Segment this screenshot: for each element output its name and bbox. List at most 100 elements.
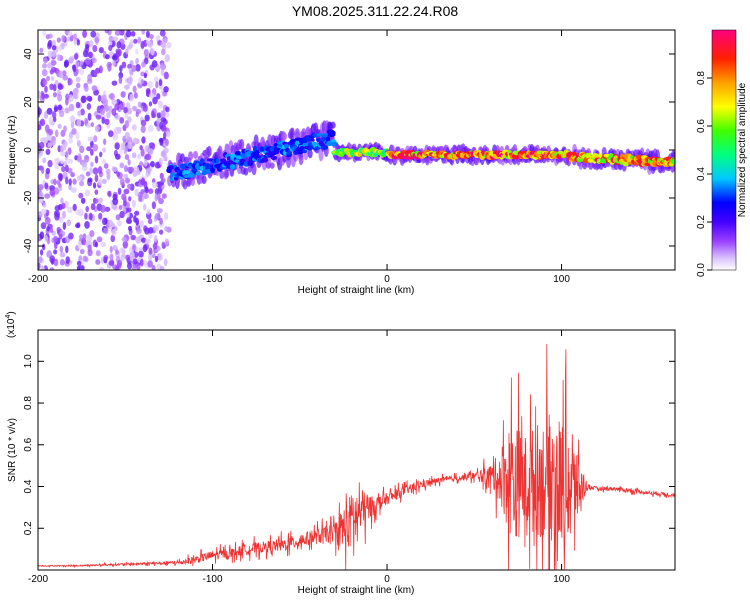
snr-y-multiplier-close: ) [6,311,17,314]
spectrogram-x-label: Height of straight line (km) [298,285,415,296]
spectrogram-signal-mark [294,140,300,146]
spectrogram-noise-mark [84,154,90,163]
spectrogram-halo-mark [243,167,249,176]
y-tick-label: 1.0 [23,354,34,368]
spectrogram-signal-mark [270,155,278,161]
spectrogram-noise-mark [131,265,137,270]
spectrogram-noise-mark [95,259,101,265]
spectrogram-noise-mark [132,170,138,177]
spectrogram-noise-mark [51,45,57,51]
spectrogram-noise-mark [115,50,121,58]
spectrogram-noise-mark [140,148,145,157]
spectrogram-noise-mark [108,93,114,100]
spectrogram-noise-mark [101,178,107,185]
spectrogram-noise-mark [140,178,145,186]
spectrogram-signal-mark [296,148,304,155]
spectrogram-noise-mark [64,164,69,173]
spectrogram-noise-mark [49,189,56,197]
spectrogram-noise-mark [92,143,99,152]
spectrogram-noise-mark [127,183,132,190]
spectrogram-noise-mark [135,236,141,244]
spectrogram-noise-mark [147,260,153,268]
spectrogram-noise-mark [108,130,114,138]
spectrogram-noise-mark [77,240,82,249]
spectrogram-noise-mark [51,111,57,119]
spectrogram-noise-mark [102,159,107,165]
spectrogram-noise-mark [38,191,44,199]
spectrogram-noise-mark [79,264,85,270]
colorbar-label: Normalized spectral amplitude [737,82,748,217]
spectrogram-signal-mark [289,138,297,144]
spectrogram-noise-mark [88,212,93,221]
spectrogram-noise-mark [151,265,156,270]
spectrogram-signal-mark [320,144,329,150]
spectrogram-noise-mark [158,157,163,165]
spectrogram-noise-mark [124,131,131,140]
spectrogram-noise-mark [160,68,165,76]
spectrogram-noise-mark [147,125,154,133]
spectrogram-noise-mark [141,30,146,35]
spectrogram-noise-mark [133,251,139,258]
spectrogram-noise-mark [106,172,111,180]
spectrogram-noise-mark [73,38,78,46]
spectrogram-noise-mark [160,62,164,71]
spectrogram-noise-mark [165,106,170,113]
spectrogram-halo-mark [239,138,245,151]
spectrogram-noise-mark [68,184,72,191]
spectrogram-noise-mark [53,178,57,186]
spectrogram-noise-mark [42,202,47,208]
y-tick-label: -40 [23,238,34,253]
spectrogram-noise-mark [91,57,97,64]
spectrogram-noise-mark [146,208,151,215]
spectrogram-noise-mark [59,259,65,266]
spectrogram-noise-mark [130,234,136,241]
spectrogram-noise-mark [142,103,148,112]
spectrogram-noise-mark [60,197,64,204]
spectrogram-noise-mark [156,208,163,214]
spectrogram-noise-mark [57,93,63,102]
spectrogram-noise-mark [94,155,99,164]
spectrogram-noise-mark [100,256,105,265]
spectrogram-noise-mark [38,107,42,115]
spectrogram-noise-mark [62,74,69,81]
spectrogram-noise-mark [92,182,97,189]
spectrogram-noise-mark [145,172,149,178]
spectrogram-halo-mark [224,170,230,179]
spectrogram-signal-mark [302,149,308,154]
spectrogram-noise-mark [93,198,99,204]
spectrogram-noise-mark [140,220,144,228]
spectrogram-noise-mark [131,152,137,159]
x-tick-label: -100 [203,274,223,285]
spectrogram-noise-mark [154,193,158,202]
spectrogram-noise-mark [136,228,142,235]
spectrogram-noise-mark [114,142,120,150]
spectrogram-noise-mark [88,51,93,59]
spectrogram-noise-mark [156,112,162,119]
colorbar-tick-label: 0.8 [696,71,707,85]
spectrogram-noise-mark [132,137,138,144]
spectrogram-noise-mark [62,221,67,230]
spectrogram-noise-mark [64,107,70,114]
spectrogram-noise-mark [138,250,144,258]
spectrogram-noise-mark [135,57,139,65]
spectrogram-noise-mark [92,167,99,175]
spectrogram-noise-mark [126,217,132,224]
spectrogram-noise-mark [67,158,73,164]
spectrogram-noise-mark [115,249,119,255]
spectrogram-noise-mark [94,189,99,195]
spectrogram-noise-mark [145,153,152,161]
spectrogram-noise-mark [143,260,148,268]
spectrogram-noise-mark [86,95,93,102]
spectrogram-noise-mark [149,48,154,55]
spectrogram-noise-mark [158,79,163,87]
spectrogram-noise-mark [123,84,130,90]
spectrogram-noise-mark [48,128,54,136]
x-tick-label: -100 [203,574,223,585]
spectrogram-noise-mark [61,165,66,173]
spectrogram-noise-mark [119,102,124,111]
spectrogram-noise-mark [131,199,136,208]
spectrogram-marks [38,30,675,270]
spectrogram-noise-mark [52,83,57,92]
spectrogram-noise-mark [84,221,90,229]
